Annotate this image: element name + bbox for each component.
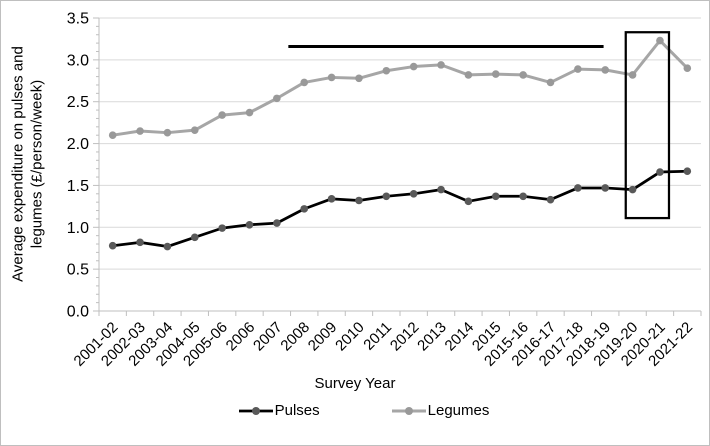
pulses-point [601, 184, 610, 192]
pulses-point [519, 192, 527, 201]
x-tick-label: 2007 [250, 319, 286, 355]
legumes-point [437, 61, 445, 69]
pulses-point [437, 185, 445, 194]
legumes-point [163, 128, 172, 137]
legumes-point [245, 108, 254, 117]
pulses-point [683, 167, 692, 175]
legend-item-legumes: Legumes [391, 402, 490, 419]
x-tick-label: 2009 [305, 319, 341, 355]
legumes-point [108, 131, 117, 139]
legumes-point [190, 126, 199, 134]
pulses-point [136, 238, 144, 247]
y-tick-label: 2.0 [67, 136, 89, 153]
x-axis-title: Survey Year [314, 375, 396, 392]
legumes-point [464, 71, 473, 79]
pulses-point [546, 195, 555, 204]
legumes-point [327, 73, 336, 82]
pulses-point [574, 184, 582, 192]
pulses-point [327, 195, 336, 203]
legumes-point [273, 94, 281, 103]
x-tick-label: 2011 [360, 319, 395, 354]
pulses-point [273, 219, 281, 227]
legumes-line [112, 39, 689, 137]
x-tick-label: 2006 [223, 319, 259, 355]
pulses-point [245, 220, 254, 229]
pulses-line [112, 169, 688, 248]
legumes-point [136, 127, 144, 135]
legend-label-legumes: Legumes [427, 402, 490, 419]
y-tick-label: 3.0 [67, 52, 89, 69]
y-tick-label: 3.5 [67, 11, 89, 28]
pulses-line-marker-icon [238, 406, 273, 415]
pulses-point [218, 224, 226, 232]
y-tick-label: 0.0 [67, 304, 89, 321]
pulses-point [355, 196, 363, 205]
legend-label-pulses: Pulses [274, 402, 320, 419]
legumes-point [218, 111, 226, 119]
x-tick-label: 2008 [277, 319, 313, 355]
pulses-point [409, 190, 418, 198]
legumes-point [382, 66, 391, 75]
x-tick-label: 2014 [442, 319, 478, 355]
y-axis-title-line1: Average expenditure on pulses and [9, 46, 27, 282]
legumes-point [519, 71, 527, 79]
x-tick-label: 2013 [414, 319, 450, 355]
legumes-point [491, 70, 500, 78]
annotation-rect [624, 31, 671, 220]
y-tick-label: 1.0 [67, 220, 89, 237]
pulses-point [300, 205, 309, 213]
legumes-point [546, 78, 555, 87]
pulses-point [108, 241, 117, 250]
legumes-point [574, 65, 582, 73]
pulses-point [656, 168, 664, 176]
y-tick-label: 0.5 [67, 262, 89, 279]
y-tick-label: 2.5 [67, 94, 89, 111]
legumes-point [355, 74, 363, 83]
legumes-point [628, 71, 637, 79]
legend-item-pulses: Pulses [238, 402, 320, 419]
legumes-point [601, 66, 610, 74]
y-axis-title: Average expenditure on pulses and legume… [9, 46, 47, 282]
pulses-point [163, 242, 172, 251]
x-tick-label: 2012 [387, 319, 423, 355]
y-tick-label: 1.5 [67, 178, 89, 195]
legumes-point [683, 64, 692, 73]
legumes-line-marker-icon [391, 406, 426, 415]
pulses-point [491, 192, 500, 201]
legend: Pulses Legumes [1, 402, 709, 419]
x-tick-label: 2010 [332, 319, 368, 355]
legumes-point [409, 62, 418, 71]
legumes-point [300, 78, 309, 87]
legumes-point [656, 36, 664, 45]
pulses-point [190, 233, 199, 242]
pulses-point [464, 197, 473, 206]
pulses-point [382, 192, 391, 201]
y-axis-title-line2: legumes (£/person/week) [28, 79, 45, 249]
pulses-point [628, 185, 637, 194]
